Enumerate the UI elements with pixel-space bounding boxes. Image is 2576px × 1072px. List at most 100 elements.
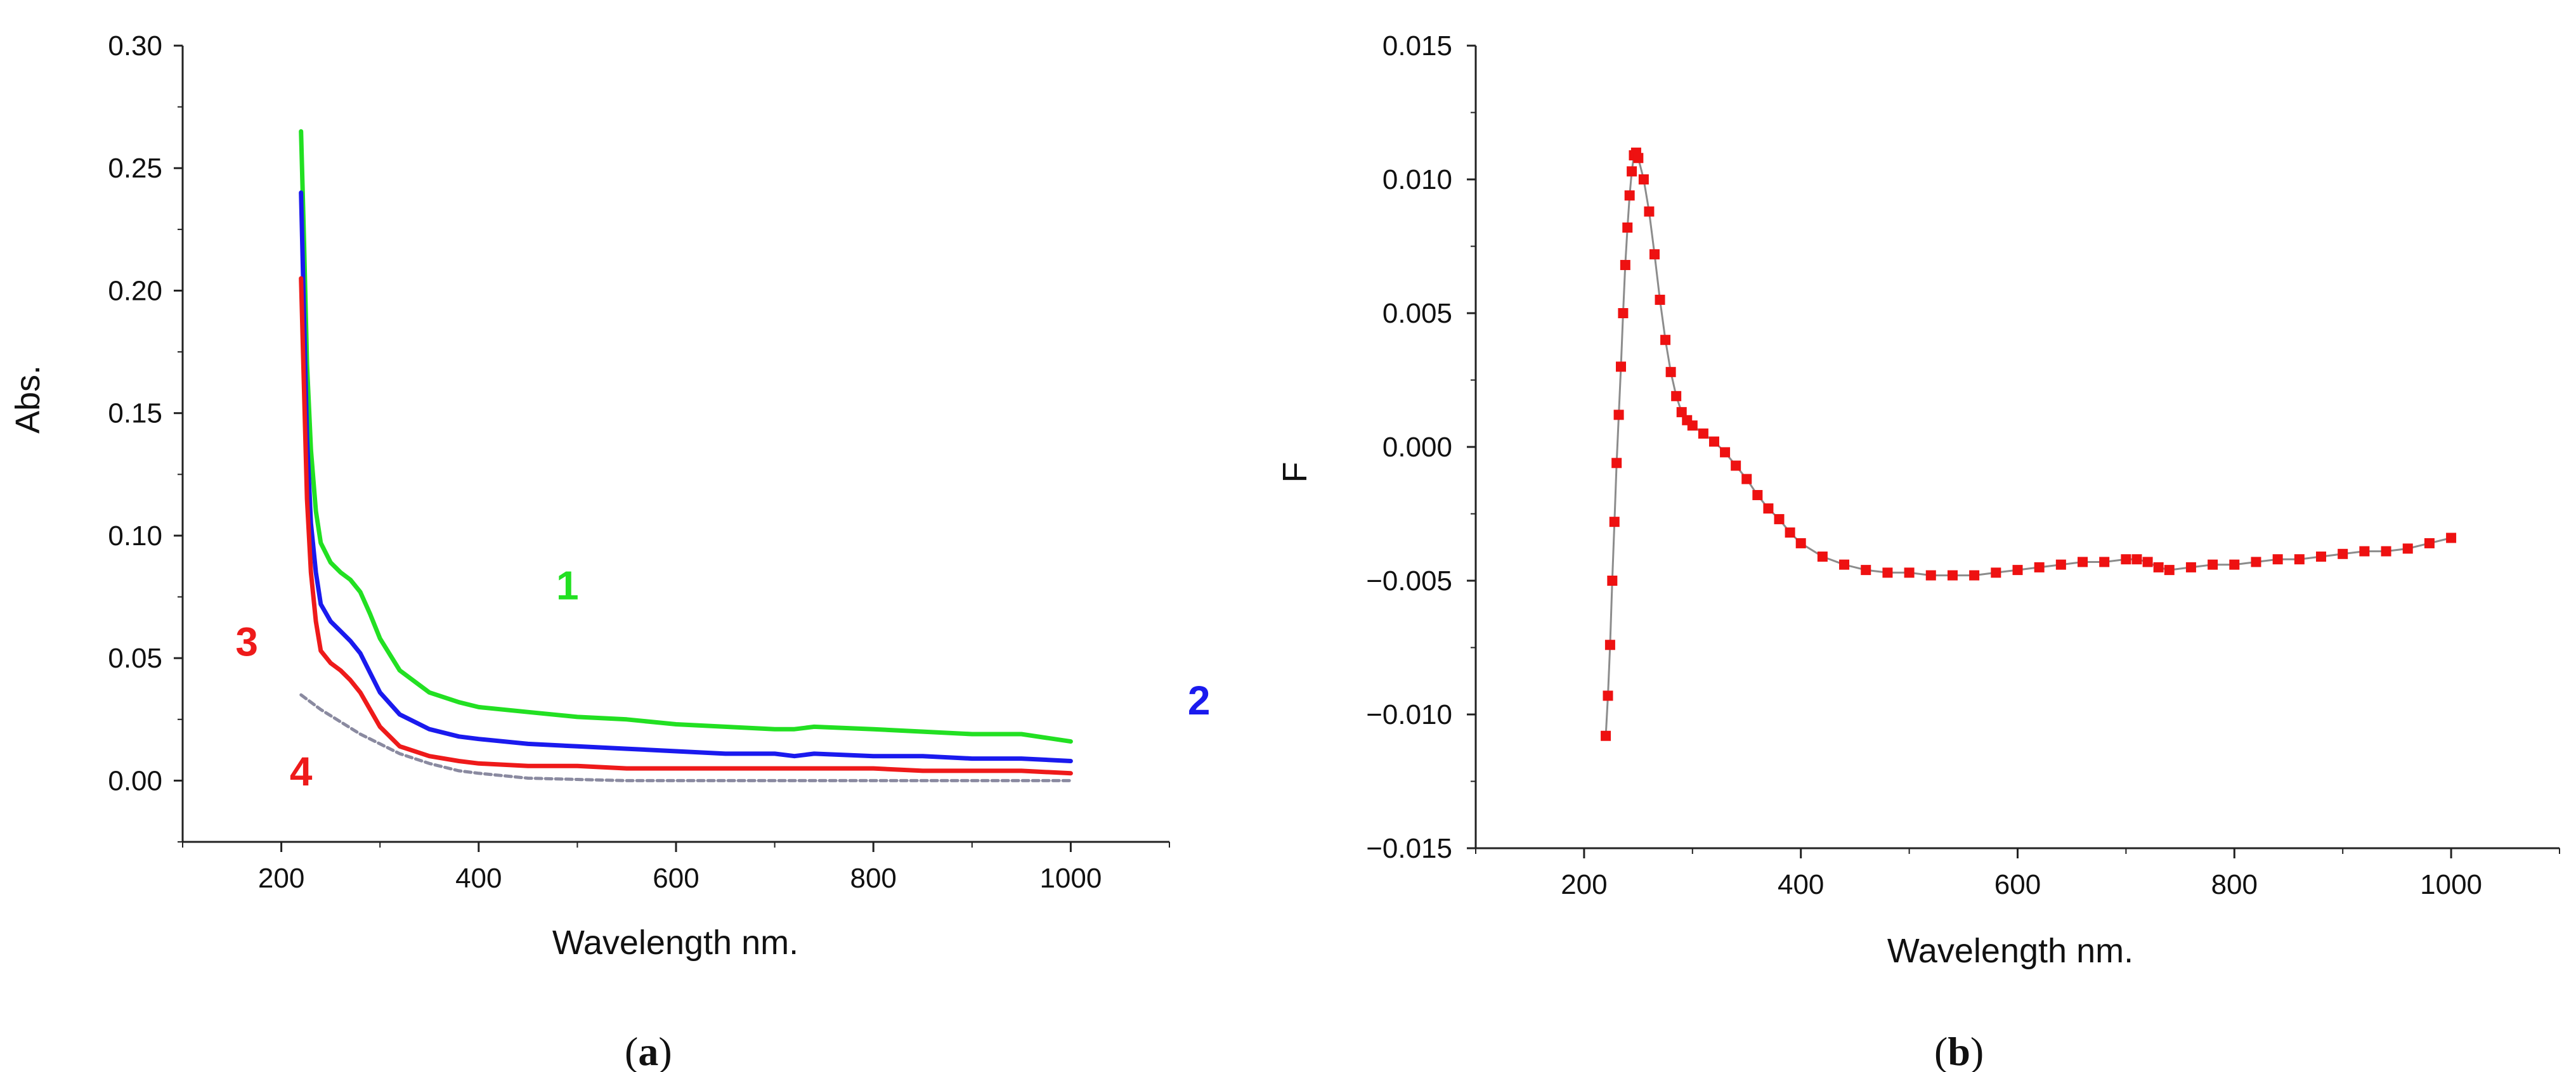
- data-point: [1708, 436, 1719, 447]
- data-point: [2055, 559, 2066, 570]
- x-tick-label: 800: [2211, 869, 2258, 900]
- data-point: [1947, 570, 1958, 581]
- series-connector-line: [1604, 150, 2452, 736]
- data-point: [1687, 420, 1698, 431]
- data-point: [1616, 361, 1627, 372]
- data-point: [1627, 166, 1637, 177]
- y-tick-label: −0.015: [1366, 833, 1452, 864]
- data-point: [2294, 554, 2305, 565]
- data-point: [1817, 552, 1828, 562]
- y-tick-label: 0.20: [108, 275, 162, 306]
- data-point: [2012, 565, 2023, 576]
- data-point: [2251, 557, 2261, 567]
- x-axis-title: Wavelength nm.: [1887, 932, 2133, 970]
- data-point: [2034, 562, 2045, 572]
- data-point: [1655, 294, 1665, 305]
- series-line-2: [299, 190, 1073, 763]
- data-point: [1609, 517, 1620, 527]
- data-point: [2359, 546, 2370, 557]
- x-tick-label: 800: [850, 863, 896, 894]
- data-point: [2185, 562, 2196, 572]
- x-tick-label: 600: [1994, 869, 2041, 900]
- y-tick-label: 0.10: [108, 520, 162, 552]
- data-point: [1785, 527, 1795, 538]
- x-tick-label: 1000: [2420, 869, 2482, 900]
- data-point: [1774, 513, 1785, 524]
- panel-caption: (a): [625, 1029, 672, 1072]
- data-point: [1620, 260, 1630, 271]
- y-tick-label: 0.005: [1382, 298, 1452, 329]
- data-point: [1603, 690, 1613, 701]
- chart-panel-b: −0.015 −0.010 −0.005 0.000 0.005 0.010 0.015 20…: [1276, 30, 2560, 1072]
- data-point: [1665, 366, 1676, 377]
- data-point: [1731, 460, 1741, 471]
- data-point: [1607, 576, 1618, 586]
- series-label-2: 2: [1188, 678, 1211, 723]
- series-label-4: 4: [290, 749, 313, 794]
- data-point: [2208, 559, 2218, 570]
- data-point: [1644, 206, 1655, 217]
- data-point: [1882, 567, 1893, 578]
- data-point: [2078, 557, 2088, 567]
- x-tick-label: 200: [1561, 869, 1607, 900]
- data-point: [1624, 190, 1635, 201]
- data-point: [1618, 308, 1629, 318]
- series-label-1: 1: [556, 562, 579, 608]
- chart-panel-a: 0.00 0.05 0.10 0.15 0.20 0.25 0.30 200 400 600 800…: [9, 30, 1210, 1072]
- data-point: [2164, 565, 2175, 576]
- y-axis-title: F: [1276, 462, 1314, 483]
- data-point: [1763, 503, 1774, 514]
- x-tick-label: 600: [653, 863, 699, 894]
- data-point: [1638, 174, 1649, 184]
- panel-caption-letter: b: [1948, 1029, 1970, 1072]
- panel-caption: (b): [1934, 1029, 1984, 1072]
- data-point: [1839, 559, 1850, 570]
- series-line-1: [299, 129, 1073, 744]
- y-tick-label: −0.005: [1366, 565, 1452, 597]
- series-label-3: 3: [235, 619, 258, 664]
- data-point: [2316, 552, 2327, 562]
- x-tick-label: 200: [258, 863, 304, 894]
- y-tick-label: 0.25: [108, 153, 162, 184]
- series-line-4: [299, 693, 1072, 782]
- y-tick-label: −0.010: [1366, 699, 1452, 730]
- data-point: [1671, 391, 1682, 401]
- data-point: [1904, 567, 1915, 578]
- data-point: [2153, 562, 2164, 572]
- panel-caption-letter: a: [638, 1029, 658, 1072]
- y-tick-label: 0.15: [108, 398, 162, 429]
- data-point: [1861, 565, 1871, 576]
- y-tick-label: 0.000: [1382, 432, 1452, 463]
- data-point: [2272, 554, 2283, 565]
- data-point: [1741, 474, 1752, 484]
- x-tick-label: 400: [1778, 869, 1824, 900]
- x-axis-title: Wavelength nm.: [552, 924, 798, 962]
- data-point: [1613, 410, 1624, 420]
- y-tick-label: 0.00: [108, 765, 162, 796]
- data-point: [1720, 447, 1731, 458]
- data-point: [1622, 222, 1633, 233]
- data-point: [1991, 567, 2001, 578]
- data-point: [2229, 559, 2240, 570]
- data-point: [2099, 557, 2110, 567]
- data-point: [1795, 538, 1806, 548]
- data-point: [2121, 554, 2131, 565]
- x-tick-label: 400: [455, 863, 502, 894]
- data-point: [1969, 570, 1980, 581]
- y-tick-label: 0.30: [108, 30, 162, 61]
- data-point: [1649, 249, 1660, 260]
- data-point: [2142, 557, 2153, 567]
- data-point: [1601, 730, 1611, 741]
- series-line-3: [299, 276, 1073, 776]
- data-point: [2402, 543, 2413, 554]
- data-point: [2424, 538, 2435, 548]
- y-axis-title: Abs.: [9, 365, 47, 434]
- data-point: [1698, 428, 1708, 439]
- data-point: [2131, 554, 2142, 565]
- y-tick-label: 0.015: [1382, 30, 1452, 61]
- data-point: [2381, 546, 2391, 557]
- data-point: [2446, 533, 2457, 543]
- data-point: [1604, 640, 1615, 650]
- x-tick-label: 1000: [1039, 863, 1102, 894]
